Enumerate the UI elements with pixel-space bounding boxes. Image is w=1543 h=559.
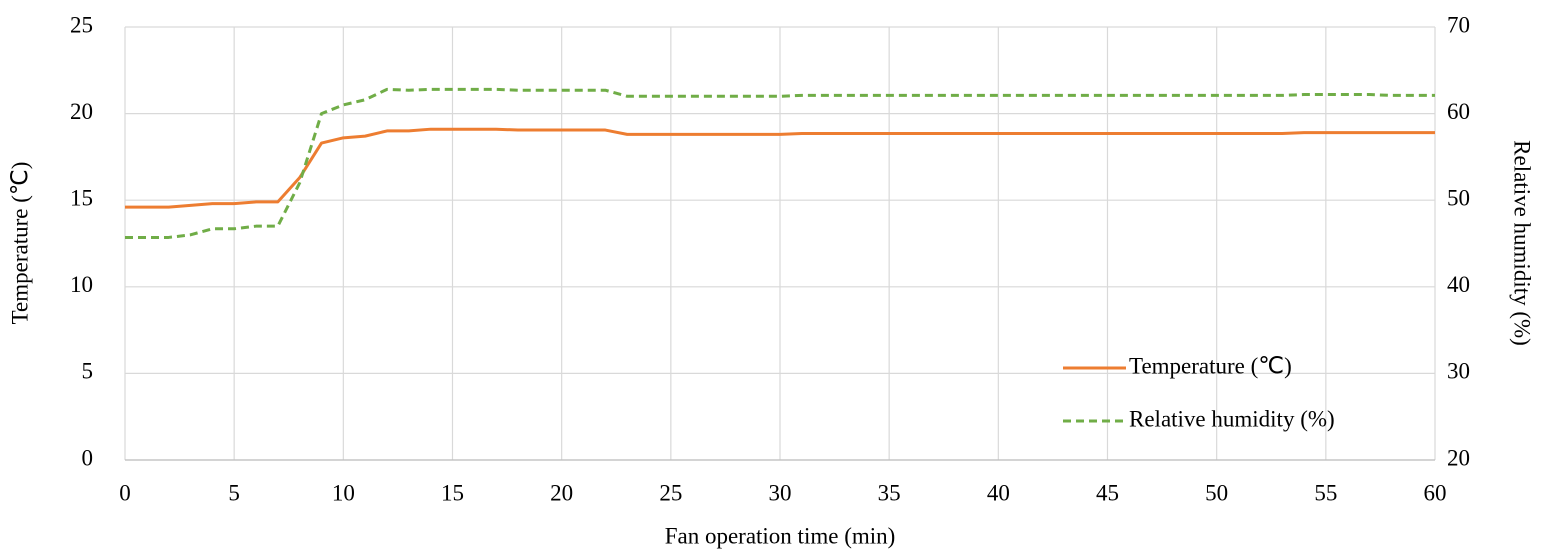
y2-tick-label: 70 [1447,12,1470,37]
y-tick-label: 10 [70,272,93,297]
x-tick-label: 55 [1314,480,1337,505]
x-tick-label: 0 [119,480,131,505]
y-tick-label: 20 [70,99,93,124]
x-tick-label: 60 [1424,480,1447,505]
x-tick-label: 35 [878,480,901,505]
y-tick-label: 25 [70,12,93,37]
x-tick-label: 50 [1205,480,1228,505]
x-axis-title: Fan operation time (min) [665,523,896,548]
legend-label: Relative humidity (%) [1129,406,1335,431]
y2-tick-label: 50 [1447,185,1470,210]
y2-tick-label: 20 [1447,445,1470,470]
x-tick-label: 25 [659,480,682,505]
x-tick-label: 5 [228,480,240,505]
y2-axis-title: Relative humidity (%) [1510,140,1535,346]
y2-tick-label: 40 [1447,272,1470,297]
x-tick-label: 40 [987,480,1010,505]
x-tick-label: 30 [769,480,792,505]
y2-tick-label: 60 [1447,99,1470,124]
line-series [125,127,1435,209]
x-tick-label: 45 [1096,480,1119,505]
y-tick-label: 5 [82,359,94,384]
x-tick-label: 20 [550,480,573,505]
y-axis-title: Temperature (℃) [7,162,32,325]
legend-label: Temperature (℃) [1129,353,1292,378]
y-tick-label: 15 [70,185,93,210]
x-tick-label: 10 [332,480,355,505]
y2-tick-label: 30 [1447,359,1470,384]
line-series [125,87,1435,239]
x-tick-label: 15 [441,480,464,505]
y-tick-label: 0 [82,445,94,470]
